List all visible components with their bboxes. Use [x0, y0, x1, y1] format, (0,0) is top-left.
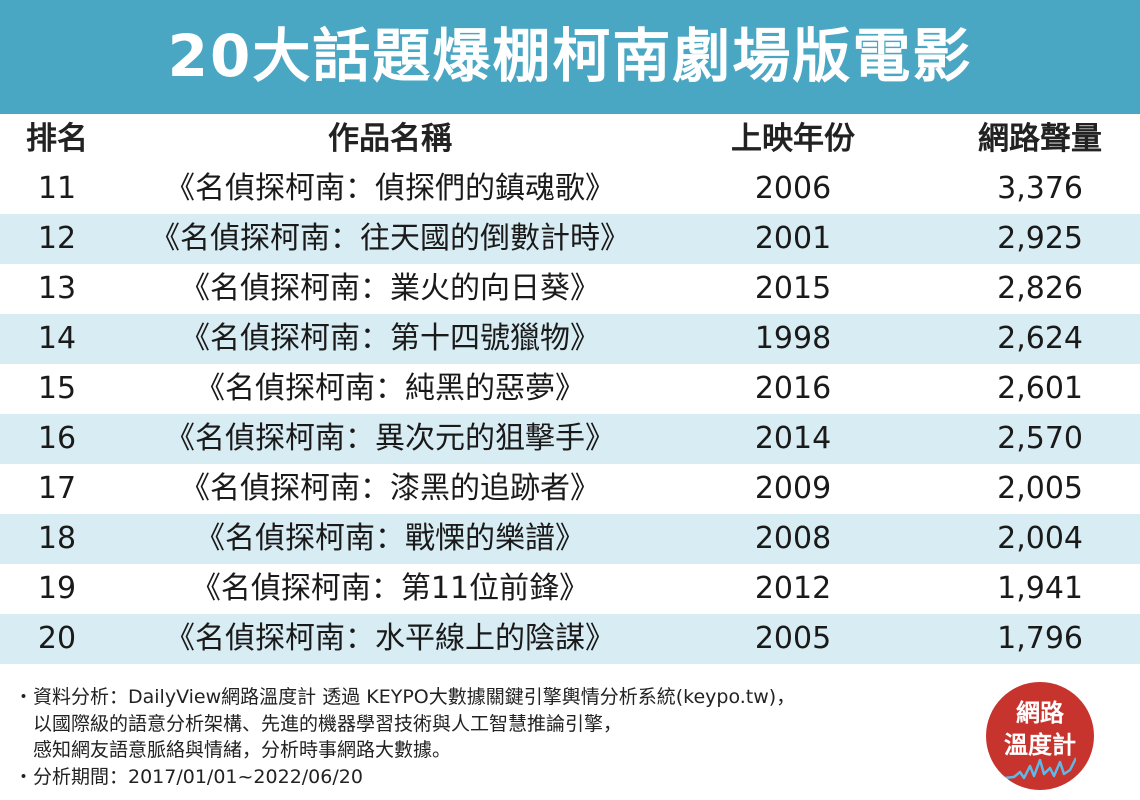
year-cell: 2008	[754, 521, 832, 556]
year-cell: 2012	[754, 571, 832, 606]
page-title: 20大話題爆棚柯南劇場版電影	[167, 22, 973, 90]
title-cell: 《名偵探柯南：業火的向日葵》	[180, 271, 600, 306]
volume-cell: 3,376	[997, 171, 1083, 206]
year-cell: 2016	[754, 371, 832, 406]
title-cell: 《名偵探柯南：往天國的倒數計時》	[150, 221, 630, 256]
volume-cell: 2,004	[997, 521, 1083, 556]
brand-logo: 網路 溫度計	[986, 682, 1094, 790]
volume-cell: 1,941	[997, 571, 1083, 606]
table-row: 16 《名偵探柯南：異次元的狙擊手》 2014 2,570	[0, 414, 1140, 464]
rank-cell: 11	[37, 171, 77, 206]
year-cell: 2014	[754, 421, 832, 456]
volume-cell: 2,570	[997, 421, 1083, 456]
volume-cell: 2,005	[997, 471, 1083, 506]
title-cell: 《名偵探柯南：偵探們的鎮魂歌》	[165, 171, 615, 206]
rank-cell: 12	[37, 221, 77, 256]
column-header-volume: 網路聲量	[978, 121, 1102, 157]
logo-line-1: 網路	[1016, 699, 1064, 727]
table-row: 19 《名偵探柯南：第11位前鋒》 2012 1,941	[0, 564, 1140, 614]
table-row: 11 《名偵探柯南：偵探們的鎮魂歌》 2006 3,376	[0, 164, 1140, 214]
table-row: 13 《名偵探柯南：業火的向日葵》 2015 2,826	[0, 264, 1140, 314]
rank-cell: 20	[37, 621, 77, 656]
table-row: 15 《名偵探柯南：純黑的惡夢》 2016 2,601	[0, 364, 1140, 414]
column-header-rank: 排名	[26, 121, 88, 157]
rank-cell: 17	[37, 471, 77, 506]
rank-cell: 18	[37, 521, 77, 556]
year-cell: 2006	[754, 171, 832, 206]
rank-cell: 15	[37, 371, 77, 406]
rank-cell: 19	[37, 571, 77, 606]
table-row: 17 《名偵探柯南：漆黑的追跡者》 2009 2,005	[0, 464, 1140, 514]
year-cell: 1998	[754, 321, 832, 356]
note-period: ・分析期間：2017/01/01~2022/06/20	[14, 765, 363, 788]
table-row: 18 《名偵探柯南：戰慄的樂譜》 2008 2,004	[0, 514, 1140, 564]
logo-line-2: 溫度計	[1004, 731, 1076, 759]
title-cell: 《名偵探柯南：第11位前鋒》	[190, 571, 590, 606]
column-header-year: 上映年份	[731, 121, 855, 157]
volume-cell: 2,826	[997, 271, 1083, 306]
table-row: 14 《名偵探柯南：第十四號獵物》 1998 2,624	[0, 314, 1140, 364]
table-row: 20 《名偵探柯南：水平線上的陰謀》 2005 1,796	[0, 614, 1140, 664]
table-row: 12 《名偵探柯南：往天國的倒數計時》 2001 2,925	[0, 214, 1140, 264]
title-cell: 《名偵探柯南：戰慄的樂譜》	[195, 521, 585, 556]
rank-cell: 16	[37, 421, 77, 456]
note-source: ・資料分析：DailyView網路溫度計 透過 KEYPO大數據關鍵引擎輿情分析…	[14, 686, 796, 708]
volume-cell: 2,925	[997, 221, 1083, 256]
year-cell: 2001	[754, 221, 832, 256]
year-cell: 2005	[754, 621, 832, 656]
footnotes: ・資料分析：DailyView網路溫度計 透過 KEYPO大數據關鍵引擎輿情分析…	[14, 684, 795, 790]
title-cell: 《名偵探柯南：第十四號獵物》	[180, 321, 600, 356]
note-sentiment: 感知網友語意脈絡與情緒，分析時事網路大數據。	[14, 739, 452, 761]
ranking-table: 11 《名偵探柯南：偵探們的鎮魂歌》 2006 3,376 12 《名偵探柯南：…	[0, 164, 1140, 664]
title-cell: 《名偵探柯南：異次元的狙擊手》	[165, 421, 615, 456]
year-cell: 2015	[754, 271, 832, 306]
volume-cell: 2,624	[997, 321, 1083, 356]
rank-cell: 13	[37, 271, 77, 306]
volume-cell: 1,796	[997, 621, 1083, 656]
rank-cell: 14	[37, 321, 77, 356]
title-cell: 《名偵探柯南：純黑的惡夢》	[195, 371, 585, 406]
pulse-line-icon	[1004, 757, 1076, 780]
title-cell: 《名偵探柯南：水平線上的陰謀》	[165, 621, 615, 656]
volume-cell: 2,601	[997, 371, 1083, 406]
column-header-title: 作品名稱	[328, 121, 452, 157]
title-cell: 《名偵探柯南：漆黑的追跡者》	[180, 471, 600, 506]
note-method: 以國際級的語意分析架構、先進的機器學習技術與人工智慧推論引擎，	[14, 712, 623, 735]
title-banner: 20大話題爆棚柯南劇場版電影	[0, 0, 1140, 114]
year-cell: 2009	[754, 471, 832, 506]
